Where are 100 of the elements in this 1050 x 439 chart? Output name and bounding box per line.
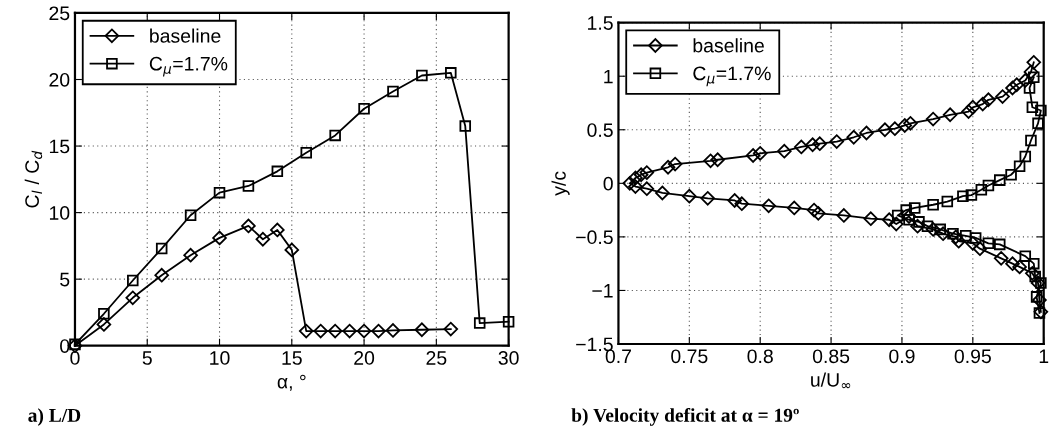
point: [270, 222, 285, 238]
point: [271, 165, 284, 178]
point: [941, 195, 954, 208]
x-tick-label: 1: [1039, 349, 1049, 363]
point: [1023, 82, 1036, 94]
point: [98, 308, 110, 320]
point: [891, 209, 904, 222]
point: [212, 230, 227, 246]
point: [96, 317, 112, 332]
point: [284, 242, 300, 258]
point: [387, 85, 399, 98]
x-tick-label: 0.85: [812, 349, 850, 364]
point: [125, 290, 141, 306]
point: [242, 180, 255, 192]
point: [965, 189, 978, 201]
x-tick-label: 0: [70, 351, 80, 365]
point: [947, 227, 959, 240]
point: [473, 317, 486, 329]
y-tick-label: 10: [49, 206, 70, 220]
point: [414, 322, 430, 338]
point: [982, 179, 995, 192]
legend-label: C$_{μ}$=1.7%: [149, 56, 228, 77]
point: [969, 232, 982, 244]
x-tick-label: 30: [498, 351, 519, 365]
point: [371, 323, 386, 339]
point: [900, 204, 912, 216]
x-tick-label: 10: [210, 351, 230, 365]
point: [342, 323, 357, 339]
point: [329, 129, 341, 142]
point: [957, 190, 969, 202]
point: [154, 267, 169, 283]
x-tick-label: 0.75: [671, 349, 708, 364]
point: [1019, 250, 1032, 262]
y-axis-title: C$_{l}$ / C$_{d}$: [24, 150, 43, 208]
point: [982, 237, 995, 250]
y-tick-label: 0.5: [587, 123, 613, 138]
text: a) L/D: [28, 408, 81, 426]
y-tick-label: −0.5: [576, 230, 613, 245]
x-axis-title: α, °: [277, 374, 306, 391]
point: [921, 220, 934, 232]
x-tick-label: 25: [426, 351, 447, 365]
point: [927, 198, 939, 211]
y-axis-title: y/c: [551, 171, 570, 196]
y-tick-label: 25: [49, 6, 70, 21]
point: [213, 186, 226, 199]
point: [183, 247, 198, 263]
point: [184, 209, 197, 222]
point: [356, 323, 372, 339]
y-tick-label: 20: [49, 72, 70, 87]
point: [385, 323, 401, 338]
point: [1026, 101, 1039, 114]
text: b) Velocity deficit at α = 19º: [571, 407, 799, 426]
point: [975, 183, 988, 196]
x-tick-label: 0.8: [747, 349, 773, 364]
y-tick-label: 0: [60, 339, 70, 353]
point: [255, 231, 271, 247]
x-tick-label: 20: [354, 351, 375, 365]
point: [443, 321, 459, 337]
point: [298, 323, 314, 339]
point: [1032, 117, 1044, 130]
point: [327, 323, 343, 339]
point: [1028, 71, 1040, 84]
point: [1035, 104, 1047, 117]
y-tick-label: 5: [60, 272, 70, 287]
x-tick-label: 15: [282, 351, 302, 365]
point: [241, 218, 256, 234]
point: [1028, 257, 1040, 270]
legend-label: baseline: [150, 28, 221, 43]
y-tick-label: 1.5: [588, 16, 613, 30]
point: [300, 146, 313, 159]
point: [127, 274, 139, 287]
legend-label: C$_{μ}$=1.7%: [693, 66, 771, 87]
point: [908, 202, 921, 214]
point: [1030, 291, 1043, 303]
point: [1005, 168, 1017, 181]
point: [1013, 160, 1026, 172]
point: [459, 120, 472, 132]
point: [934, 223, 946, 236]
point: [1029, 270, 1041, 283]
point: [445, 67, 457, 79]
x-tick-label: 0.9: [889, 349, 915, 364]
point: [155, 242, 168, 255]
y-tick-label: 15: [49, 139, 70, 154]
y-tick-label: 1: [604, 69, 613, 84]
point: [1033, 307, 1046, 319]
x-tick-label: 0.95: [954, 349, 991, 364]
point: [416, 69, 428, 82]
point: [993, 238, 1006, 251]
point: [358, 103, 370, 115]
x-tick-label: 5: [142, 351, 152, 365]
legend-label: baseline: [693, 38, 764, 53]
y-tick-label: 0: [603, 176, 613, 191]
point: [313, 323, 328, 339]
point: [502, 315, 515, 328]
point: [993, 174, 1006, 186]
point: [959, 230, 972, 242]
y-tick-label: −1: [592, 284, 613, 298]
x-axis-title: u/U$_{∞}$: [811, 372, 851, 389]
point: [1019, 150, 1032, 163]
point: [1025, 134, 1037, 147]
